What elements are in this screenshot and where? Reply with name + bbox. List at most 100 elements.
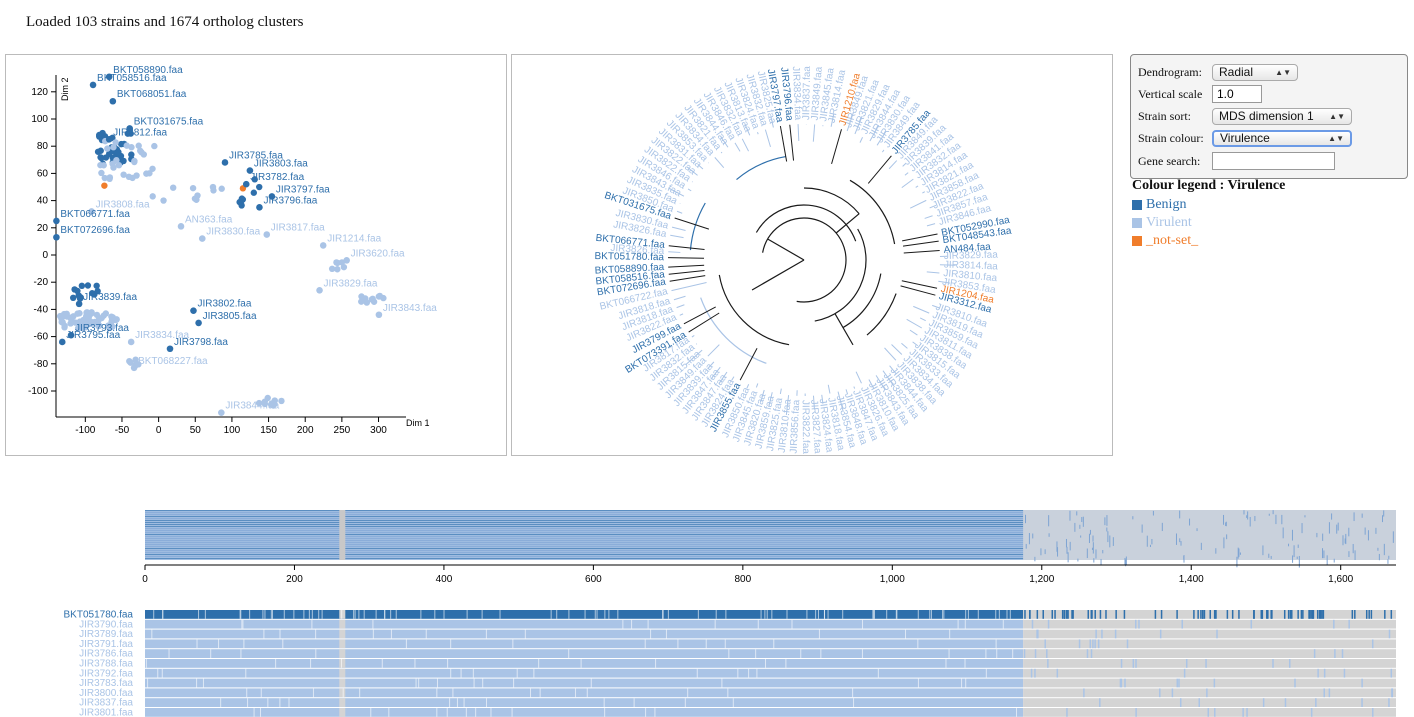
mds-point[interactable] <box>328 265 336 273</box>
mds-point[interactable] <box>363 299 370 306</box>
strain-row[interactable]: JIR3789.faa <box>79 629 1396 640</box>
mds-point[interactable] <box>166 345 174 353</box>
strain-row[interactable]: JIR3783.faa <box>79 678 1396 689</box>
mds-point[interactable] <box>160 197 167 204</box>
mds-point[interactable] <box>83 316 90 323</box>
mds-plot-panel[interactable]: -100 -50 0 50 100 150 200 250 300 120 100 80 60 40 20 0… <box>5 54 507 456</box>
mds-point[interactable] <box>221 159 229 166</box>
strain-label[interactable]: JIR3786.faa <box>79 649 133 660</box>
mds-point[interactable] <box>100 162 107 169</box>
mds-point[interactable] <box>149 193 156 200</box>
dendrogram-leaf-label[interactable]: BKT058890.faa <box>595 262 665 277</box>
mds-point[interactable] <box>100 312 107 319</box>
mds-point[interactable] <box>71 286 78 293</box>
radial-dendrogram[interactable]: JIR3826.faaJIR3826.faaJIR3830.faaJIR3850… <box>512 55 1112 455</box>
gene-detail-heatmap[interactable]: BKT051780.faaJIR3790.faaJIR3789.faaJIR37… <box>0 600 1414 717</box>
mds-point[interactable] <box>319 242 327 249</box>
strain-row[interactable]: JIR3791.faa <box>79 639 1396 650</box>
mds-point[interactable] <box>189 184 197 192</box>
mds-point[interactable] <box>191 195 199 202</box>
strain-row[interactable]: JIR3801.faa <box>79 708 1396 717</box>
mds-point[interactable] <box>376 292 383 300</box>
strain-row[interactable]: JIR3788.faa <box>79 659 1396 670</box>
mds-point[interactable] <box>268 193 276 200</box>
mds-point[interactable] <box>115 148 122 156</box>
colour-select[interactable]: Virulence ▲▼ <box>1212 129 1352 147</box>
mds-point[interactable] <box>93 311 101 319</box>
mds-point[interactable] <box>105 136 113 143</box>
gene-overview-heatmap[interactable]: 0 200 400 600 800 1,000 1,200 1,400 1,600 <box>0 500 1414 585</box>
mds-point[interactable] <box>67 331 75 339</box>
mds-point[interactable] <box>75 300 83 308</box>
mds-point[interactable] <box>104 145 111 152</box>
mds-point[interactable] <box>118 140 125 148</box>
mds-point[interactable] <box>358 298 365 305</box>
mds-point[interactable] <box>133 172 140 179</box>
mds-point[interactable] <box>110 144 117 151</box>
mds-point[interactable] <box>63 313 71 320</box>
strain-label[interactable]: JIR3789.faa <box>79 629 133 640</box>
mds-point[interactable] <box>132 356 139 363</box>
mds-point[interactable] <box>94 148 102 155</box>
mds-point[interactable] <box>96 131 103 139</box>
mds-point[interactable] <box>115 162 123 169</box>
vscale-input[interactable] <box>1212 85 1262 103</box>
mds-point[interactable] <box>112 139 119 146</box>
mds-point[interactable] <box>108 315 116 323</box>
mds-point[interactable] <box>53 233 60 241</box>
mds-point[interactable] <box>89 81 97 89</box>
strain-label[interactable]: BKT051780.faa <box>64 610 134 621</box>
mds-point[interactable] <box>218 409 225 416</box>
mds-point[interactable] <box>69 294 77 302</box>
mds-point[interactable] <box>358 293 365 300</box>
strain-label[interactable]: JIR3788.faa <box>79 659 133 670</box>
mds-point[interactable] <box>74 310 81 317</box>
mds-point[interactable] <box>334 259 341 267</box>
mds-point[interactable] <box>135 142 142 149</box>
mds-point[interactable] <box>238 202 245 209</box>
mds-point[interactable] <box>278 397 285 405</box>
mds-point[interactable] <box>78 282 86 290</box>
dendrogram-leaf-label[interactable]: BKT051780.faa <box>594 251 664 263</box>
mds-point[interactable] <box>271 397 278 404</box>
mds-point[interactable] <box>143 170 150 177</box>
mds-point[interactable] <box>375 311 383 319</box>
strain-label[interactable]: JIR3837.faa <box>79 698 133 709</box>
mds-point[interactable] <box>334 266 341 273</box>
mds-point[interactable] <box>210 187 217 194</box>
mds-point[interactable] <box>238 195 246 202</box>
mds-point[interactable] <box>101 174 108 182</box>
sort-select[interactable]: MDS dimension 1 ▲▼ <box>1212 107 1352 125</box>
dendrogram-panel[interactable]: JIR3826.faa JIR3826.faa JIR3830.faa JIR3850… <box>511 54 1113 456</box>
mds-point[interactable] <box>79 324 86 332</box>
mds-point[interactable] <box>127 338 135 346</box>
mds-point[interactable] <box>58 338 66 346</box>
mds-point[interactable] <box>128 151 135 158</box>
strain-row[interactable]: JIR3790.faa <box>79 619 1396 630</box>
mds-point[interactable] <box>125 173 133 181</box>
mds-point[interactable] <box>198 235 206 242</box>
mds-point[interactable] <box>94 287 101 295</box>
mds-point[interactable] <box>88 208 95 215</box>
strain-row[interactable]: JIR3792.faa <box>79 668 1396 679</box>
mds-point[interactable] <box>177 223 185 230</box>
mds-point[interactable] <box>316 286 323 294</box>
mds-point[interactable] <box>127 359 134 366</box>
mds-point[interactable] <box>261 398 268 405</box>
mds-point[interactable] <box>120 171 127 178</box>
mds-point[interactable] <box>76 295 84 302</box>
mds-point[interactable] <box>61 322 68 329</box>
mds-point[interactable] <box>102 154 110 161</box>
mds-point[interactable] <box>53 217 60 225</box>
mds-point[interactable] <box>88 309 95 316</box>
strain-row[interactable]: JIR3800.faa <box>79 688 1396 699</box>
mds-point[interactable] <box>343 257 350 264</box>
mds-point[interactable] <box>250 189 258 196</box>
mds-point[interactable] <box>98 169 105 177</box>
mds-point[interactable] <box>87 320 95 328</box>
mds-point[interactable] <box>256 183 263 191</box>
strain-label[interactable]: JIR3783.faa <box>79 678 133 689</box>
mds-point[interactable] <box>130 364 138 372</box>
mds-point[interactable] <box>120 157 127 165</box>
strain-row[interactable]: BKT051780.faa <box>64 610 1397 621</box>
